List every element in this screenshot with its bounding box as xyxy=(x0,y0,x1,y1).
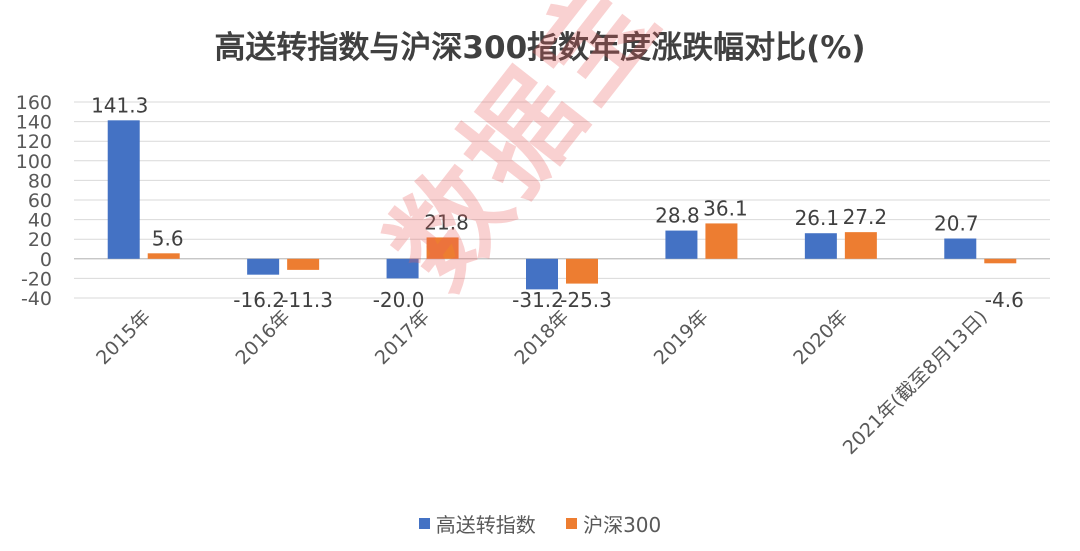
y-tick-label: 60 xyxy=(28,190,52,212)
legend-item-series-2: 沪深300 xyxy=(566,509,661,538)
y-tick-label: -20 xyxy=(21,268,52,290)
data-label-series-2: -25.3 xyxy=(560,288,612,312)
data-label-series-1: -16.2 xyxy=(233,288,285,312)
x-category-label: 2020年 xyxy=(789,306,852,369)
bar-series-2 xyxy=(984,258,1017,264)
y-tick-label: 80 xyxy=(28,170,52,192)
data-label-series-1: 26.1 xyxy=(795,206,840,230)
data-label-series-1: -20.0 xyxy=(373,288,425,312)
legend-label-series-2: 沪深300 xyxy=(583,513,662,537)
y-tick-label: 40 xyxy=(28,210,52,232)
x-category-label: 2016年 xyxy=(231,306,294,369)
data-label-series-1: 141.3 xyxy=(91,93,148,117)
data-label-series-1: -31.2 xyxy=(512,288,564,312)
gridlines xyxy=(74,101,1050,299)
bars xyxy=(107,120,1017,290)
chart-legend: 高送转指数 沪深300 xyxy=(0,509,1080,538)
y-tick-label: 20 xyxy=(28,229,52,251)
bar-series-1 xyxy=(665,230,698,259)
legend-item-series-1: 高送转指数 xyxy=(418,509,536,538)
data-label-series-2: 21.8 xyxy=(424,210,469,234)
y-tick-label: 0 xyxy=(40,249,52,271)
x-category-label: 2021年(截至8月13日) xyxy=(839,306,992,459)
bar-series-2 xyxy=(566,258,598,284)
y-tick-label: 140 xyxy=(16,112,52,134)
data-label-series-2: 36.1 xyxy=(703,196,748,220)
bar-series-2 xyxy=(147,253,180,259)
bar-series-2 xyxy=(426,237,459,259)
data-label-series-1: 28.8 xyxy=(655,204,700,228)
legend-swatch-series-2 xyxy=(566,518,578,529)
bar-series-1 xyxy=(944,238,977,259)
bar-series-2 xyxy=(705,223,738,259)
data-labels: 141.3 -16.2 -20.0 -31.2 28.8 26.1 20.7 5.6 -11.3… xyxy=(91,93,1024,311)
y-tick-label: 160 xyxy=(16,92,52,114)
bar-series-2 xyxy=(844,232,877,259)
y-tick-label: 120 xyxy=(16,131,52,153)
data-label-series-1: 20.7 xyxy=(934,212,979,236)
data-label-series-2: 5.6 xyxy=(152,226,184,250)
bar-series-1 xyxy=(804,233,837,259)
data-label-series-2: -4.6 xyxy=(985,288,1024,312)
x-category-label: 2017年 xyxy=(371,306,434,369)
y-tick-label: -40 xyxy=(21,288,52,310)
bar-series-1 xyxy=(107,120,140,259)
legend-swatch-series-1 xyxy=(418,518,430,529)
legend-label-series-1: 高送转指数 xyxy=(435,513,536,537)
x-category-label: 2018年 xyxy=(510,306,573,369)
x-category-label: 2015年 xyxy=(92,306,155,369)
chart-title: 高送转指数与沪深300指数年度涨跌幅对比(%) xyxy=(214,30,866,66)
x-category-label: 2019年 xyxy=(650,306,713,369)
bar-series-2 xyxy=(287,258,320,270)
data-label-series-2: 27.2 xyxy=(843,205,888,229)
data-label-series-2: -11.3 xyxy=(281,288,333,312)
x-axis-categories: 2015年 2016年 2017年 2018年 2019年 2020年2021年(截至8月… xyxy=(92,306,992,459)
bar-series-1 xyxy=(247,258,280,275)
y-tick-label: 100 xyxy=(16,151,52,173)
bar-series-1 xyxy=(386,258,419,279)
bar-series-1 xyxy=(526,258,558,290)
